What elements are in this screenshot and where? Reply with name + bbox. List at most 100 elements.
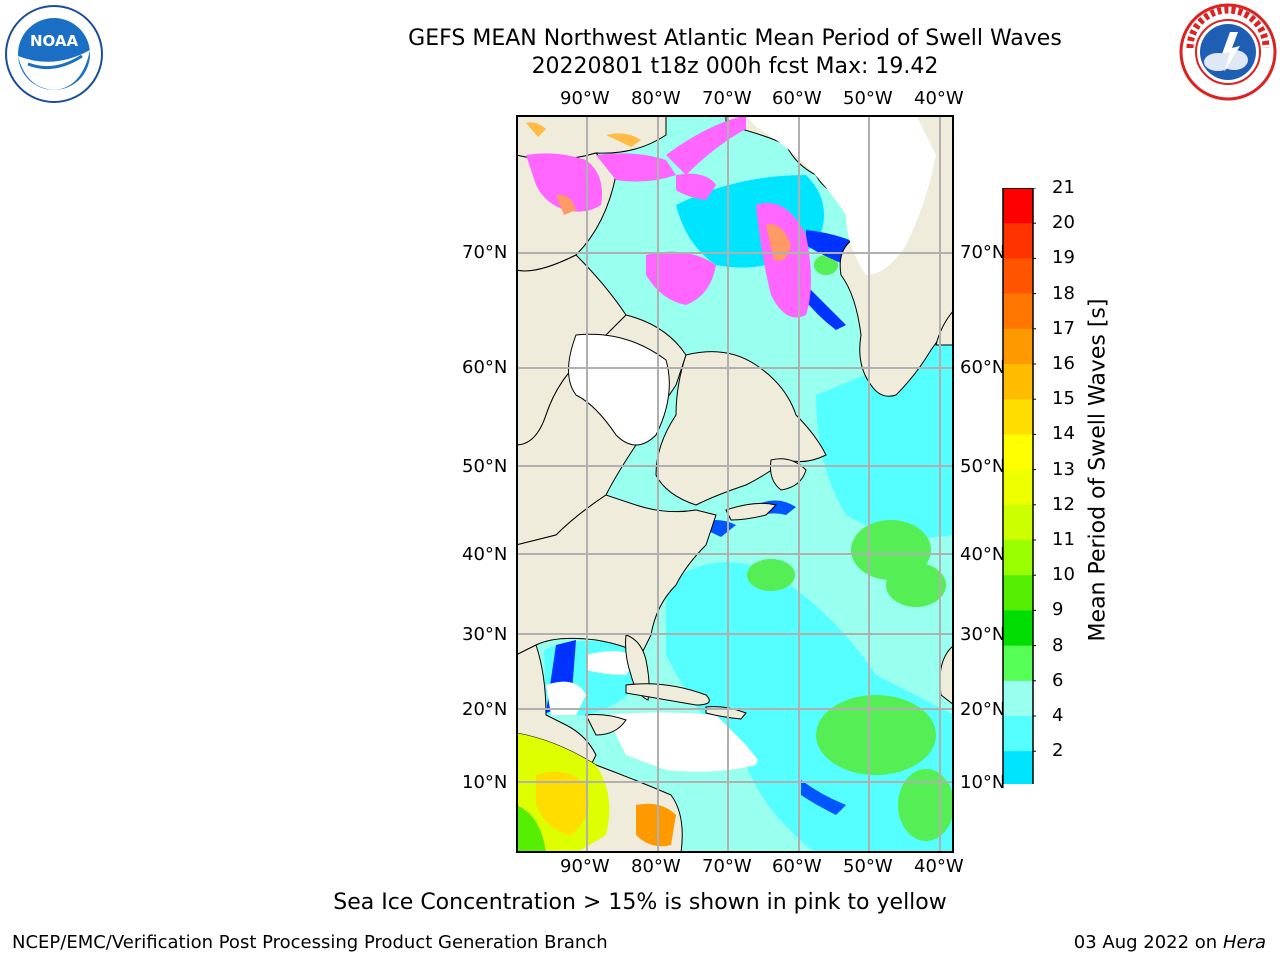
sea-ice-note: Sea Ice Concentration > 15% is shown in … (333, 890, 947, 915)
colorbar-tick-label: 12 (1052, 493, 1075, 515)
colorbar-tick-label: 14 (1052, 423, 1075, 445)
colorbar-band (1003, 716, 1033, 752)
lat-label-right: 50°N (960, 456, 1006, 477)
swell-region-orange (636, 803, 676, 847)
lon-label-bottom: 40°W (914, 856, 964, 877)
land-united-states (516, 494, 717, 656)
lat-label-right: 30°N (960, 624, 1006, 645)
lon-label-bottom: 80°W (631, 856, 681, 877)
swell-region-green (747, 559, 795, 591)
gulf-calm (586, 651, 636, 675)
colorbar-band (1003, 504, 1033, 541)
colorbar-band (1003, 469, 1033, 506)
colorbar-tick-label: 6 (1052, 669, 1064, 691)
sea-ice (596, 153, 676, 182)
colorbar-tick-label: 15 (1052, 388, 1075, 410)
sea-ice (666, 115, 746, 175)
swell-region-green (516, 805, 546, 853)
lon-label-bottom: 90°W (560, 856, 610, 877)
chart-title: GEFS MEAN Northwest Atlantic Mean Period… (408, 26, 1062, 51)
footer-date: 03 Aug 2022 on Hera (1074, 932, 1266, 953)
sea-ice (646, 251, 716, 305)
chart-subtitle: 20220801 t18z 000h fcst Max: 19.42 (531, 54, 939, 79)
colorbar-band (1003, 223, 1033, 259)
caribbean-calm (606, 712, 766, 772)
swell-region-blue (801, 780, 846, 815)
lon-label-top: 40°W (914, 88, 964, 109)
swell-region-green (886, 563, 946, 607)
land-cuba (625, 683, 710, 706)
swell-region-cyan (816, 345, 954, 538)
colorbar-tick-label: 18 (1052, 282, 1075, 304)
colorbar-tick-label: 16 (1052, 353, 1075, 374)
map-gridlines (516, 115, 954, 853)
colorbar-band (1003, 575, 1033, 611)
colorbar-band (1003, 434, 1033, 471)
colorbar-tick-label: 2 (1052, 740, 1064, 762)
lat-label-right: 70°N (960, 242, 1006, 263)
colorbar-tick-label: 8 (1052, 634, 1064, 656)
colorbar-band (1003, 188, 1033, 224)
colorbar-band (1003, 610, 1033, 647)
sea-ice-orange (556, 194, 576, 215)
lon-label-top: 50°W (843, 88, 893, 109)
hudson-bay (568, 333, 670, 446)
sea-ice (676, 173, 716, 200)
footer-credit: NCEP/EMC/Verification Post Processing Pr… (12, 932, 608, 953)
lat-label-right: 20°N (960, 699, 1006, 720)
lat-label-right: 60°N (960, 357, 1006, 378)
swell-region-blue (801, 285, 846, 330)
lon-label-top: 80°W (631, 88, 681, 109)
colorbar-tick-label: 4 (1052, 705, 1064, 726)
map-panel (516, 115, 954, 853)
swell-region-green (898, 769, 954, 841)
lon-label-top: 90°W (560, 88, 610, 109)
colorbar-band (1003, 680, 1033, 717)
sea-ice-yellow (526, 122, 546, 137)
lat-label-left: 60°N (462, 357, 508, 378)
lat-label-left: 40°N (462, 544, 508, 565)
swell-region-green (816, 695, 936, 775)
noaa-logo-text: NOAA (30, 32, 79, 50)
colorbar-tick-label: 17 (1052, 317, 1075, 339)
colorbar-label: Mean Period of Swell Waves [s] (1085, 298, 1111, 642)
lat-label-left: 50°N (462, 456, 508, 477)
colorbar-tick-label: 21 (1052, 177, 1075, 198)
lon-label-bottom: 70°W (702, 856, 752, 877)
land-nova-scotia (725, 502, 777, 521)
colorbar-band (1003, 258, 1033, 295)
colorbar-band (1003, 364, 1033, 400)
colorbar-band (1003, 399, 1033, 435)
colorbar (1002, 187, 1038, 854)
footer-host: Hera (1222, 932, 1266, 953)
lon-label-top: 70°W (702, 88, 752, 109)
colorbar-band (1003, 751, 1033, 787)
colorbar-tick-label: 9 (1052, 599, 1064, 621)
swell-region-yellow (536, 771, 589, 835)
nws-logo (1178, 2, 1278, 106)
sea-ice-orange (766, 224, 791, 261)
lon-label-bottom: 60°W (772, 856, 822, 877)
sea-ice (526, 153, 602, 212)
lat-label-left: 20°N (462, 699, 508, 720)
caribbean-field (716, 713, 796, 770)
colorbar-tick-label: 13 (1052, 458, 1075, 480)
colorbar-tick-label: 10 (1052, 564, 1075, 586)
colorbar-tick-label: 19 (1052, 247, 1075, 269)
colorbar-band (1003, 328, 1033, 365)
lat-label-right: 10°N (960, 772, 1006, 793)
colorbar-band (1003, 540, 1033, 576)
lon-label-top: 60°W (772, 88, 822, 109)
greenland-ice (746, 115, 936, 275)
colorbar-band (1003, 645, 1033, 682)
colorbar-tick-label: 11 (1052, 529, 1075, 550)
lat-label-right: 40°N (960, 544, 1006, 565)
noaa-logo: NOAA (4, 4, 104, 108)
gulf-calm (546, 681, 586, 715)
sea-ice-yellow (606, 133, 641, 147)
map-frame (516, 115, 954, 853)
colorbar-band (1003, 293, 1033, 330)
colorbar-tick-label: 20 (1052, 212, 1075, 234)
lat-label-left: 10°N (462, 772, 508, 793)
swell-region-green (814, 255, 838, 275)
